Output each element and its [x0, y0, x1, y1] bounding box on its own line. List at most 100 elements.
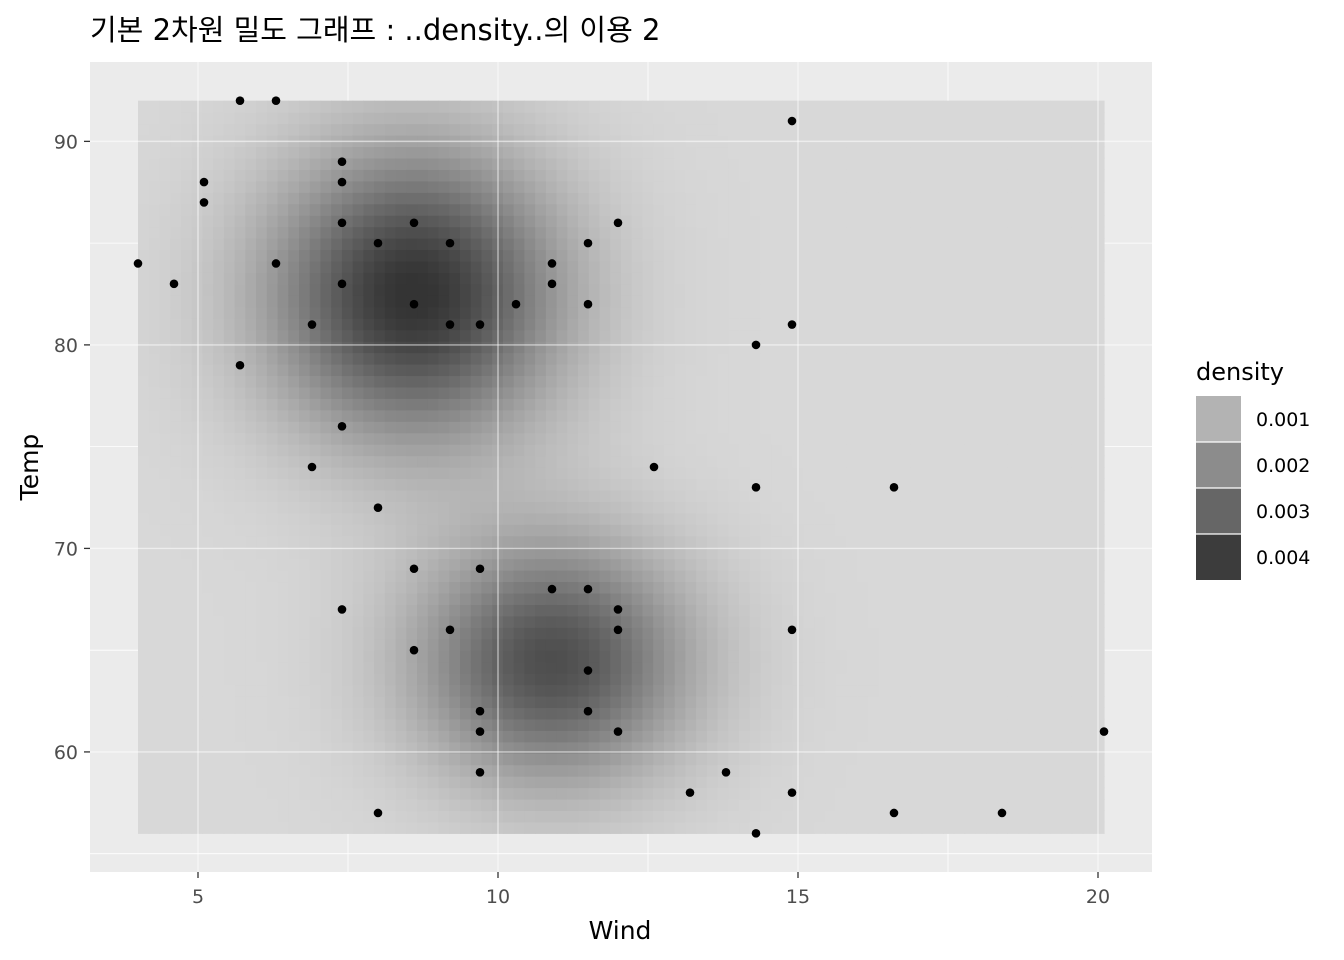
density-cell [878, 398, 890, 411]
density-cell [771, 524, 783, 537]
density-cell [814, 375, 826, 388]
density-cell [438, 421, 450, 434]
density-cell [320, 478, 332, 491]
density-cell [363, 352, 375, 365]
density-cell [846, 638, 858, 651]
density-cell [524, 123, 536, 136]
density-cell [331, 776, 343, 789]
density-cell [739, 306, 751, 319]
density-cell [674, 810, 686, 823]
density-cell [556, 192, 568, 205]
density-cell [953, 638, 966, 651]
density-cell [438, 432, 450, 445]
density-cell [535, 295, 547, 308]
density-cell [406, 673, 418, 686]
density-cell [277, 707, 289, 720]
density-cell [578, 238, 590, 251]
density-cell [867, 615, 880, 628]
density-cell [460, 226, 472, 239]
density-cell [438, 673, 450, 686]
density-cell [159, 341, 171, 354]
density-cell [502, 558, 515, 571]
density-cell [900, 558, 912, 571]
density-cell [213, 363, 225, 377]
density-cell [760, 398, 772, 411]
density-cell [352, 787, 364, 800]
density-cell [513, 157, 525, 170]
density-cell [460, 501, 472, 514]
density-cell [513, 432, 525, 445]
density-cell [180, 673, 193, 686]
density-cell [663, 558, 676, 571]
density-cell [878, 627, 890, 640]
density-cell [148, 295, 161, 308]
density-cell [545, 730, 558, 743]
density-cell [964, 615, 976, 628]
density-cell [331, 203, 343, 216]
density-cell [610, 444, 622, 457]
density-cell [374, 489, 386, 502]
density-cell [374, 730, 386, 743]
density-cell [213, 352, 225, 365]
density-cell [610, 318, 622, 331]
density-cell [159, 249, 171, 262]
density-cell [953, 386, 966, 399]
density-cell [202, 272, 214, 285]
density-cell [427, 604, 440, 617]
density-cell [953, 169, 966, 182]
density-cell [395, 753, 407, 766]
density-cell [266, 100, 279, 113]
density-cell [438, 295, 450, 308]
density-cell [299, 352, 311, 365]
density-cell [943, 787, 955, 800]
density-cell [782, 707, 794, 720]
density-cell [138, 627, 150, 640]
density-cell [621, 718, 633, 731]
density-cell [545, 695, 558, 709]
density-cell [427, 169, 440, 182]
density-cell [470, 673, 483, 686]
density-cell [545, 741, 558, 754]
density-cell [427, 501, 440, 514]
density-cell [696, 570, 708, 583]
density-cell [245, 306, 257, 319]
density-cell [964, 272, 976, 285]
density-cell [900, 695, 912, 709]
density-cell [943, 535, 955, 548]
density-cell [223, 695, 236, 709]
density-cell [288, 741, 300, 754]
density-cell [513, 386, 525, 399]
density-cell [502, 306, 515, 319]
density-cell [846, 730, 858, 743]
density-cell [535, 673, 547, 686]
density-cell [202, 753, 214, 766]
density-cell [213, 798, 225, 812]
density-cell [739, 478, 751, 491]
density-cell [642, 421, 654, 434]
density-cell [277, 570, 289, 583]
density-cell [663, 741, 676, 754]
density-cell [384, 203, 397, 216]
density-cell [363, 730, 375, 743]
density-cell [567, 741, 579, 754]
density-cell [578, 386, 590, 399]
density-cell [889, 169, 901, 182]
density-cell [331, 707, 343, 720]
density-cell [685, 764, 697, 777]
density-cell [867, 467, 880, 480]
density-cell [835, 272, 847, 285]
density-cell [374, 707, 386, 720]
density-cell [502, 318, 515, 331]
density-cell [277, 123, 289, 136]
density-cell [824, 352, 837, 365]
density-cell [288, 730, 300, 743]
density-cell [578, 329, 590, 342]
density-cell [835, 283, 847, 296]
density-cell [524, 638, 536, 651]
density-cell [953, 810, 966, 823]
density-cell [782, 787, 794, 800]
density-cell [245, 695, 257, 709]
density-cell [567, 604, 579, 617]
density-cell [277, 363, 289, 377]
density-cell [900, 306, 912, 319]
